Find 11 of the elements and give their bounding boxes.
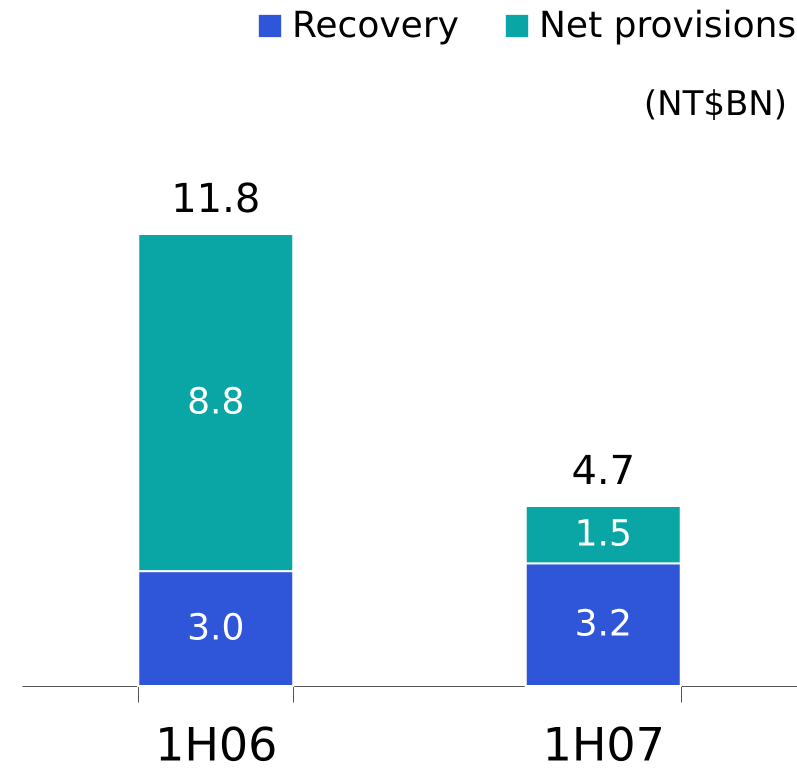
data-label: 1.5 [574, 514, 632, 555]
x-tick-label: 1H06 [155, 718, 278, 772]
legend-label: Net provisions [539, 5, 796, 46]
data-label: 3.0 [187, 608, 244, 649]
x-tick-label: 1H07 [542, 718, 665, 772]
total-label: 4.7 [571, 448, 636, 494]
data-label: 8.8 [187, 382, 244, 423]
data-label: 3.2 [574, 604, 632, 645]
legend-label: Recovery [292, 5, 459, 46]
text: (NT$BN) [644, 84, 787, 124]
total-label: 11.8 [171, 176, 260, 222]
